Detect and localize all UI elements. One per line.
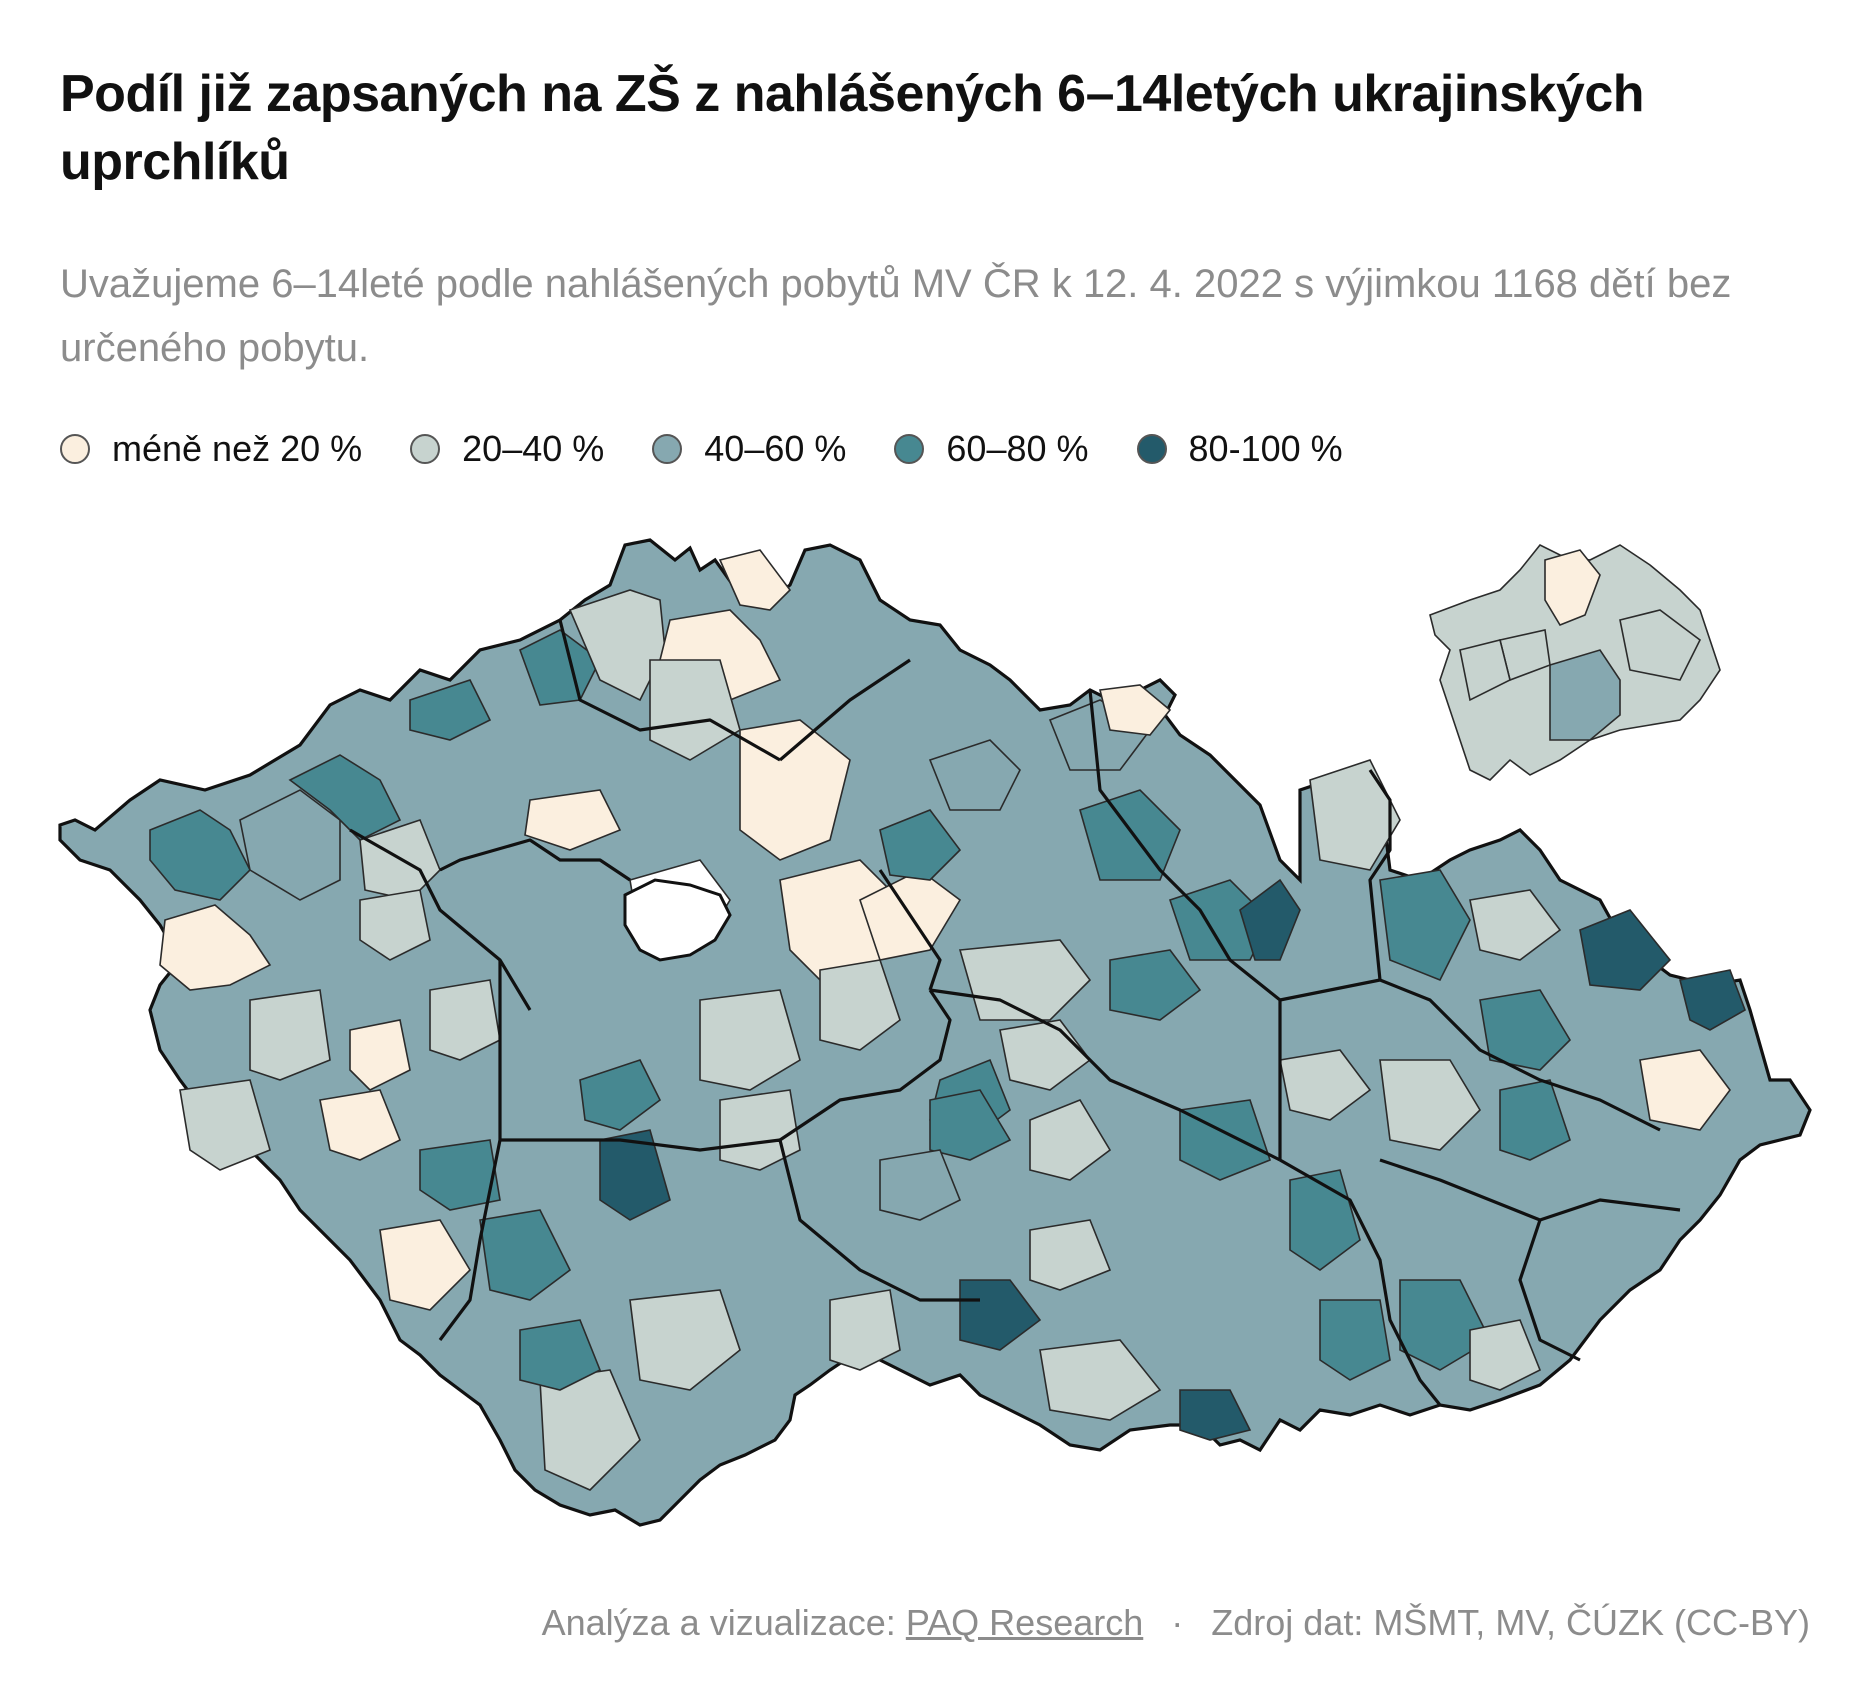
district-patch (1029, 1099, 1112, 1181)
prague-area (623, 878, 732, 962)
district-patch (419, 1139, 501, 1211)
region-border (878, 869, 942, 991)
legend-label-2: 40–60 % (704, 428, 847, 469)
legend-label-1: 20–40 % (462, 428, 605, 469)
legend-swatch-2 (652, 434, 683, 464)
district-patch (179, 1079, 271, 1171)
prague-inset-patch (1549, 649, 1621, 741)
district-patch (1109, 949, 1202, 1021)
region-border (778, 658, 911, 762)
chart-title: Podíl již zapsaných na ZŠ z nahlášených … (60, 65, 1645, 191)
district-patch (928, 739, 1021, 811)
district-patch (739, 719, 851, 861)
district-patch (829, 1289, 901, 1371)
map-area (0, 500, 1860, 1560)
district-patch (1039, 1339, 1162, 1421)
footer: Analýza a vizualizace: PAQ Research · Zd… (542, 1602, 1810, 1644)
region-border (1368, 769, 1392, 981)
district-patch (929, 1089, 1012, 1161)
region-border (438, 960, 502, 1341)
district-patch (1309, 759, 1401, 871)
district-patch (319, 1089, 402, 1161)
district-patch (479, 1209, 572, 1301)
legend-item-1: 20–40 % (410, 428, 604, 470)
district-patch (579, 1059, 662, 1131)
district-patch (149, 809, 251, 901)
district-patch (1079, 789, 1181, 881)
district-patch (879, 1149, 962, 1221)
legend-label-0: méně než 20 % (112, 428, 363, 469)
footer-analysis: Analýza a vizualizace: PAQ Research (542, 1602, 1144, 1644)
legend-label-3: 60–80 % (946, 428, 1089, 469)
district-patch (159, 904, 272, 991)
district-patch (239, 789, 341, 901)
district-patch (1279, 1049, 1372, 1121)
district-patch (349, 1019, 411, 1091)
district-patch (1099, 684, 1172, 736)
chart-subtitle: Uvažujeme 6–14leté podle nahlášených pob… (60, 262, 1732, 370)
legend-item-4: 80-100 % (1136, 428, 1343, 470)
region-border (929, 988, 1281, 1162)
prague-inset (1429, 543, 1721, 781)
region-border (439, 838, 631, 882)
district-patch (1469, 1319, 1542, 1391)
district-patch (599, 1129, 671, 1221)
district-patch (519, 629, 602, 706)
district-patch (1029, 1219, 1112, 1291)
district-patch (288, 754, 402, 841)
prague-inset-patch (1459, 639, 1511, 702)
district-patch (249, 989, 331, 1081)
district-patch (819, 959, 901, 1051)
district-patch (1479, 989, 1572, 1071)
region-border (779, 989, 952, 1142)
district-patch (359, 889, 431, 961)
district-patch (879, 809, 962, 881)
district-patch (379, 1219, 472, 1311)
district-patch (1379, 1059, 1482, 1151)
legend-swatch-4 (1136, 434, 1167, 464)
district-patch (699, 989, 801, 1091)
district-patch (1579, 909, 1672, 991)
legend-item-0: méně než 20 % (60, 428, 362, 470)
district-patch (1179, 1389, 1252, 1441)
choropleth-map (58, 538, 1812, 1527)
legend-item-3: 60–80 % (894, 428, 1089, 470)
footer-separator: · (1171, 1602, 1184, 1643)
paq-research-link[interactable]: PAQ Research (905, 1602, 1144, 1643)
region-borders (349, 619, 1681, 1406)
district-patch (718, 549, 792, 611)
district-patch (959, 1279, 1042, 1351)
legend: méně než 20 % 20–40 % 40–60 % 60–80 % 80… (60, 428, 1391, 470)
district-patch (1469, 889, 1562, 961)
legend-swatch-0 (60, 434, 90, 464)
legend-label-4: 80-100 % (1188, 428, 1343, 469)
legend-swatch-1 (410, 434, 441, 464)
district-patch (524, 789, 622, 851)
district-patch (1379, 869, 1471, 982)
district-patch (1239, 878, 1301, 961)
region-border (500, 1138, 980, 1302)
footer-analysis-prefix: Analýza a vizualizace: (541, 1602, 896, 1643)
footer-source: Zdroj dat: MŠMT, MV, ČÚZK (CC-BY) (1211, 1602, 1810, 1643)
district-patch (629, 1289, 741, 1391)
district-patch (429, 979, 501, 1061)
region-border (558, 619, 781, 762)
region-border (349, 828, 532, 1011)
district-patch (519, 1319, 602, 1391)
district-patch (649, 659, 741, 761)
prague-inset-patch (1619, 609, 1702, 681)
region-border (1518, 1219, 1581, 1362)
district-patch (1679, 969, 1746, 1031)
region-border (1279, 1158, 1442, 1406)
legend-swatch-3 (894, 434, 925, 464)
district-patch (1639, 1049, 1731, 1131)
district-patch (1319, 1299, 1391, 1381)
prague-inset-patch (1544, 549, 1601, 626)
district-patch (409, 679, 492, 741)
district-patch (719, 1089, 801, 1171)
legend-item-2: 40–60 % (652, 428, 846, 470)
